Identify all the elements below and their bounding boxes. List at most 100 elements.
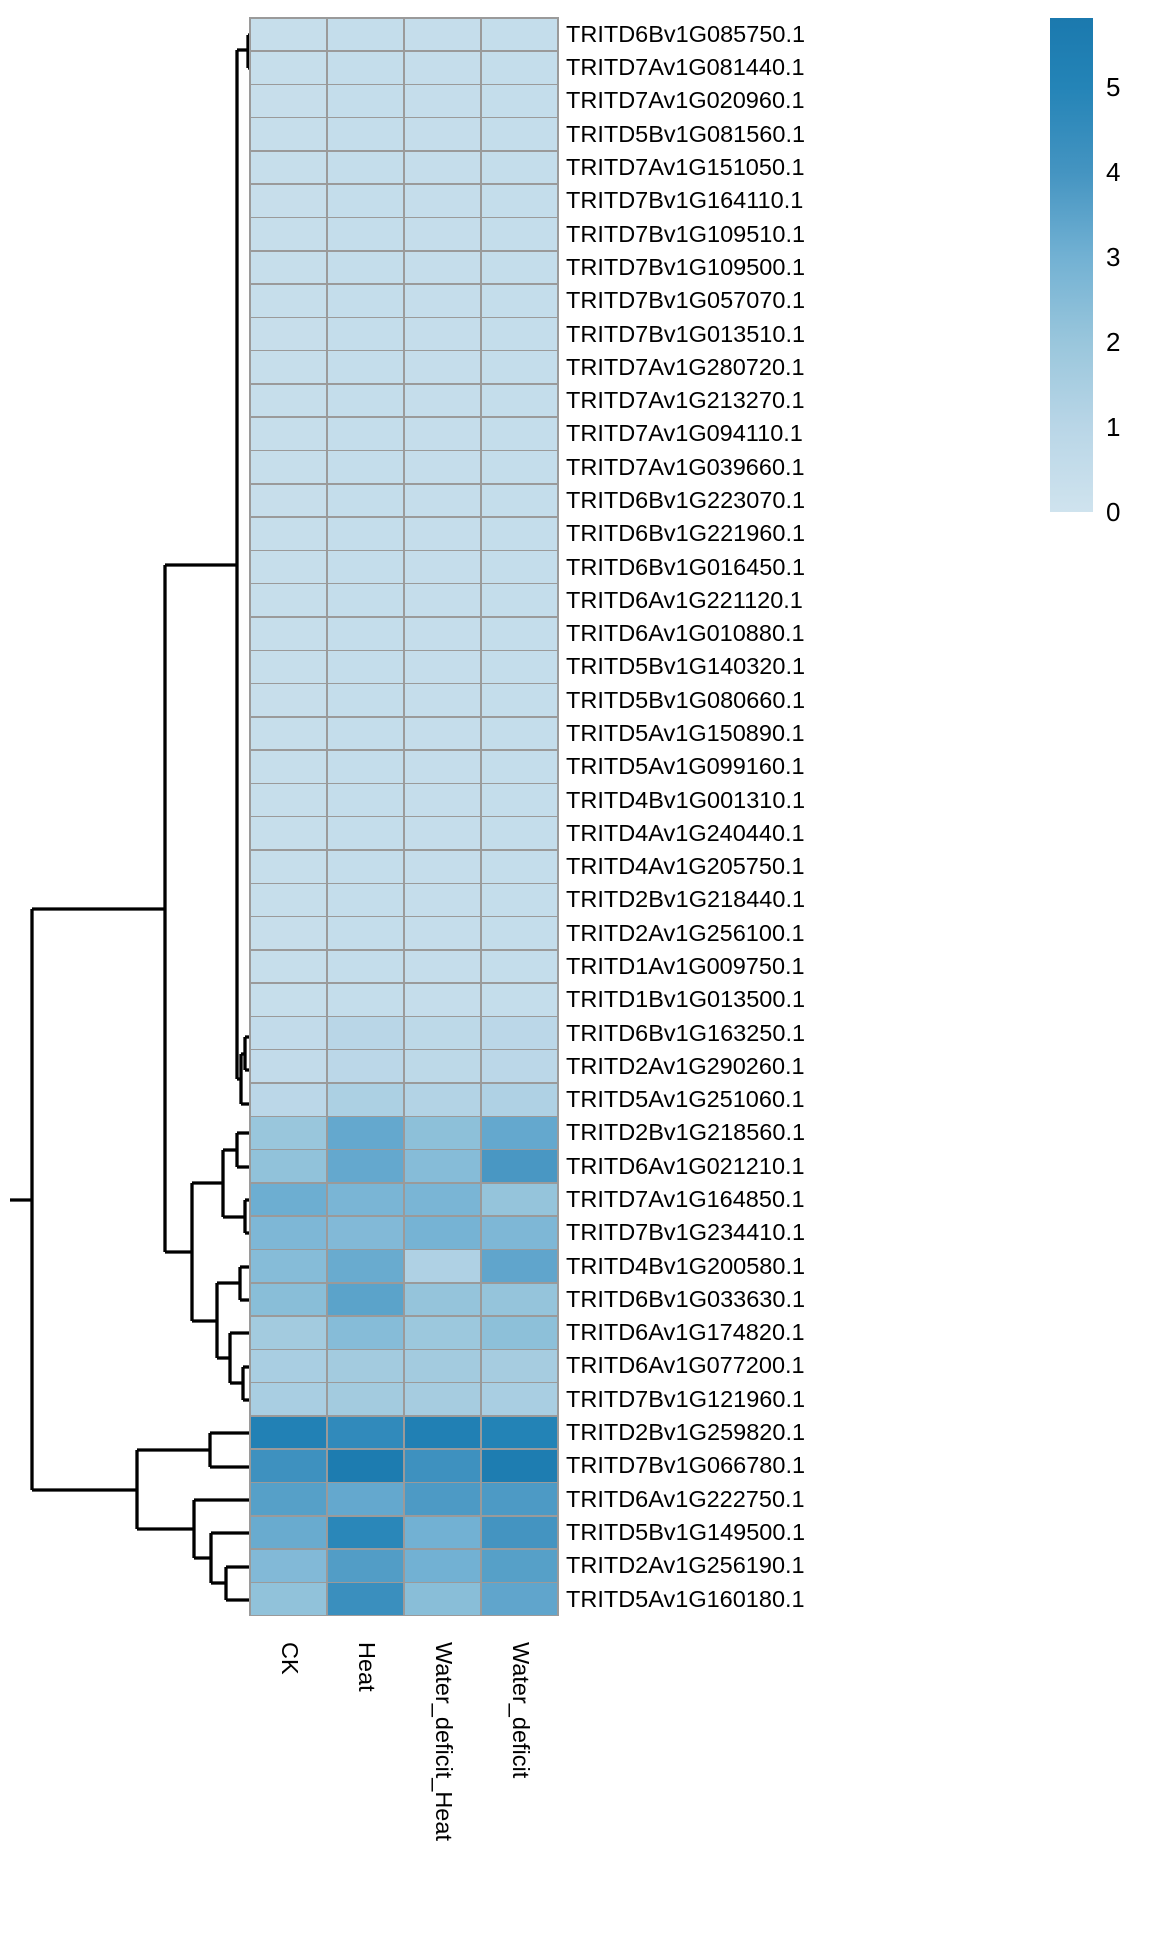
- heatmap-cell: [326, 1349, 404, 1383]
- heatmap-cell: [249, 84, 327, 118]
- row-label: TRITD6Av1G077200.1: [566, 1352, 805, 1379]
- heatmap-cell: [326, 982, 404, 1017]
- heatmap-cell: [249, 1415, 327, 1450]
- heatmap-cell: [326, 1382, 404, 1417]
- heatmap-cell: [403, 816, 481, 851]
- heatmap-cell: [249, 1215, 327, 1250]
- heatmap-cell: [326, 650, 404, 684]
- heatmap-cell: [403, 783, 481, 817]
- heatmap-cell: [249, 1182, 327, 1217]
- heatmap-cell: [480, 1515, 558, 1550]
- heatmap-cell: [480, 849, 558, 884]
- heatmap-cell: [249, 217, 327, 252]
- heatmap-cell: [326, 816, 404, 851]
- row-label: TRITD2Av1G290260.1: [566, 1052, 805, 1079]
- heatmap-cell: [403, 1448, 481, 1483]
- heatmap-cell: [326, 516, 404, 551]
- row-label: TRITD4Av1G205750.1: [566, 853, 805, 880]
- heatmap-cell: [403, 749, 481, 784]
- heatmap-cell: [403, 650, 481, 684]
- row-label: TRITD6Av1G021210.1: [566, 1152, 805, 1179]
- heatmap-cell: [480, 1349, 558, 1383]
- heatmap-cell: [249, 117, 327, 152]
- heatmap-cell: [480, 350, 558, 385]
- heatmap-cell: [403, 716, 481, 751]
- heatmap-cell: [326, 1215, 404, 1250]
- heatmap-cell: [480, 883, 558, 917]
- row-label: TRITD6Bv1G085750.1: [566, 20, 806, 47]
- heatmap-cell: [326, 383, 404, 418]
- heatmap-cell: [480, 250, 558, 285]
- heatmap-cell: [249, 1315, 327, 1350]
- row-label: TRITD7Bv1G109500.1: [566, 253, 806, 280]
- heatmap-cell: [249, 849, 327, 884]
- heatmap-cell: [326, 1016, 404, 1050]
- heatmap-cell: [249, 317, 327, 351]
- row-label: TRITD4Bv1G200580.1: [566, 1252, 806, 1279]
- heatmap-cell: [249, 1016, 327, 1050]
- heatmap-cell: [403, 550, 481, 584]
- heatmap-cell: [249, 1049, 327, 1084]
- heatmap-cell: [480, 583, 558, 618]
- heatmap-cell: [249, 483, 327, 518]
- heatmap-cell: [403, 916, 481, 951]
- heatmap-cell: [403, 416, 481, 451]
- heatmap-cell: [403, 1282, 481, 1317]
- column-label: Water_deficit_Heat: [430, 1642, 457, 1841]
- row-label: TRITD7Av1G039660.1: [566, 453, 805, 480]
- heatmap-cell: [249, 982, 327, 1017]
- row-label: TRITD6Av1G010880.1: [566, 620, 805, 647]
- heatmap-cell: [480, 816, 558, 851]
- heatmap-cell: [480, 1249, 558, 1283]
- heatmap-cell: [403, 117, 481, 152]
- heatmap-cell: [326, 1149, 404, 1184]
- colorbar-tick-label: 2: [1106, 326, 1121, 357]
- heatmap-cell: [326, 1116, 404, 1150]
- heatmap-cell: [403, 1482, 481, 1517]
- row-label: TRITD7Av1G094110.1: [566, 420, 803, 447]
- heatmap-cell: [249, 416, 327, 451]
- heatmap-cell: [326, 616, 404, 651]
- heatmap-cell: [326, 849, 404, 884]
- heatmap-cell: [480, 1016, 558, 1050]
- row-label: TRITD2Bv1G218560.1: [566, 1119, 806, 1146]
- row-label: TRITD2Av1G256100.1: [566, 919, 805, 946]
- heatmap-cell: [249, 1548, 327, 1583]
- heatmap-cell: [326, 749, 404, 784]
- heatmap-cell: [249, 650, 327, 684]
- heatmap-cell: [326, 1482, 404, 1517]
- heatmap-cell: [480, 916, 558, 951]
- heatmap-cell: [326, 1582, 404, 1616]
- heatmap-cell: [326, 1548, 404, 1583]
- heatmap-cell: [403, 283, 481, 318]
- heatmap-cell: [403, 1315, 481, 1350]
- heatmap-cell: [480, 650, 558, 684]
- heatmap-cell: [326, 883, 404, 917]
- heatmap-cell: [249, 183, 327, 218]
- heatmap-cell: [480, 1049, 558, 1084]
- row-label: TRITD5Av1G251060.1: [566, 1086, 805, 1113]
- heatmap-cell: [403, 1116, 481, 1150]
- row-label: TRITD7Av1G151050.1: [566, 154, 805, 181]
- heatmap-cell: [326, 1082, 404, 1117]
- heatmap-cell: [326, 1282, 404, 1317]
- heatmap-cell: [403, 483, 481, 518]
- heatmap-cell: [249, 1482, 327, 1517]
- heatmap-cell: [326, 550, 404, 584]
- heatmap-cell: [403, 1582, 481, 1616]
- heatmap-cell: [249, 1448, 327, 1483]
- heatmap-cell: [403, 1016, 481, 1050]
- row-label: TRITD5Av1G160180.1: [566, 1585, 805, 1612]
- heatmap-cell: [480, 483, 558, 518]
- row-label: TRITD7Bv1G109510.1: [566, 220, 806, 247]
- heatmap-cell: [326, 450, 404, 485]
- heatmap-cell: [403, 1548, 481, 1583]
- heatmap-cell: [249, 716, 327, 751]
- heatmap-cell: [480, 150, 558, 185]
- heatmap-cell: [249, 1382, 327, 1417]
- heatmap-cell: [326, 1515, 404, 1550]
- heatmap-cell: [403, 1349, 481, 1383]
- row-label: TRITD7Av1G020960.1: [566, 87, 805, 114]
- heatmap-cell: [326, 916, 404, 951]
